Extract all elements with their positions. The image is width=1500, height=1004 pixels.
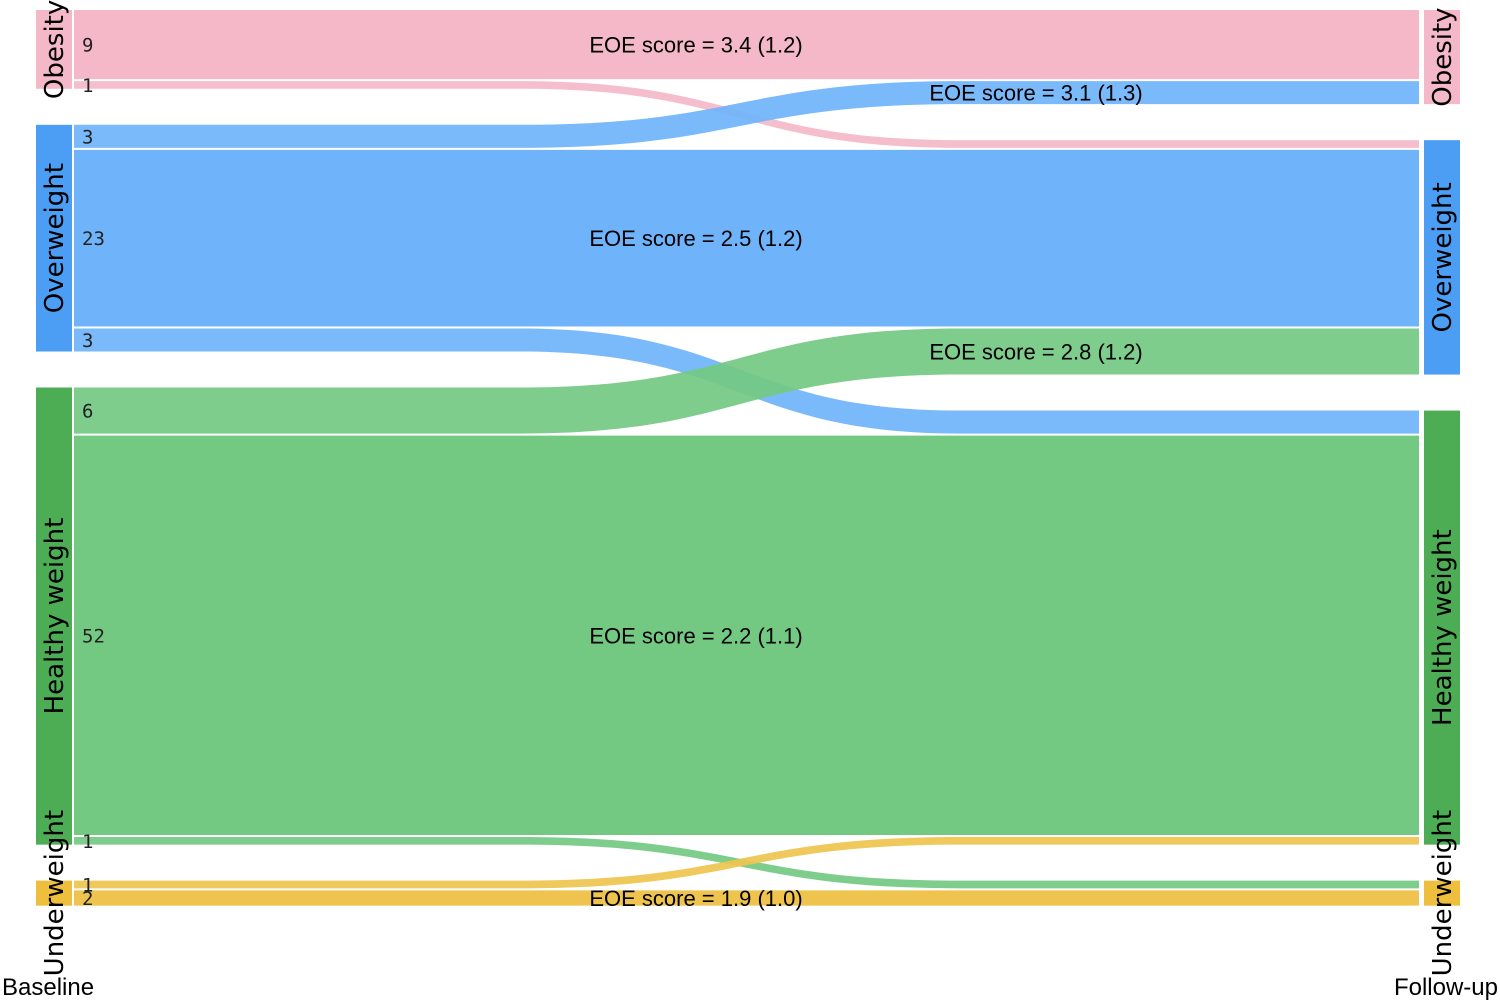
count-label-underweight-to-underweight: 2: [82, 888, 93, 910]
count-label-overweight-to-obesity: 3: [82, 126, 93, 148]
count-label-obesity-to-obesity: 9: [82, 35, 93, 57]
followup-node-label-overweight: Overweight: [1428, 182, 1458, 332]
followup-node-overweight: [1424, 140, 1460, 375]
followup-node-underweight: [1424, 880, 1460, 906]
baseline-node-label-healthy: Healthy weight: [40, 518, 70, 715]
count-label-healthy-to-overweight: 6: [82, 401, 93, 423]
flow-overweight-to-overweight: [74, 149, 1419, 327]
baseline-node-label-obesity: Obesity: [40, 0, 70, 99]
count-label-obesity-to-overweight: 1: [82, 75, 93, 97]
count-label-underweight-to-healthy: 1: [82, 874, 93, 896]
eoe-score-label-overweight-to-overweight: EOE score = 2.5 (1.2): [589, 226, 802, 251]
count-label-healthy-to-healthy: 52: [82, 625, 105, 647]
baseline-node-obesity: [36, 10, 72, 89]
baseline-node-underweight: [36, 880, 72, 906]
count-label-healthy-to-underweight: 1: [82, 831, 93, 853]
baseline-node-healthy: [36, 387, 72, 845]
followup-node-obesity: [1424, 10, 1460, 105]
baseline-node-label-overweight: Overweight: [40, 163, 70, 313]
eoe-score-label-underweight-to-underweight: EOE score = 1.9 (1.0): [589, 886, 802, 911]
eoe-score-label-healthy-to-healthy: EOE score = 2.2 (1.1): [589, 623, 802, 648]
flow-underweight-to-underweight: [74, 890, 1419, 906]
baseline-node-overweight: [36, 124, 72, 352]
eoe-score-label-overweight-to-obesity: EOE score = 3.1 (1.3): [929, 81, 1142, 106]
followup-node-label-obesity: Obesity: [1428, 7, 1458, 106]
count-label-overweight-to-overweight: 23: [82, 228, 105, 250]
followup-node-label-underweight: Underweight: [1428, 810, 1458, 976]
flow-healthy-to-healthy: [74, 435, 1419, 835]
flow-overweight-to-obesity: [74, 81, 1419, 148]
baseline-node-label-underweight: Underweight: [40, 810, 70, 976]
baseline-axis-label: Baseline: [2, 974, 94, 1001]
eoe-score-label-obesity-to-obesity: EOE score = 3.4 (1.2): [589, 33, 802, 58]
followup-axis-label: Follow-up: [1394, 974, 1498, 1001]
flow-obesity-to-obesity: [74, 10, 1419, 80]
followup-node-healthy: [1424, 410, 1460, 845]
flow-underweight-to-healthy: [74, 836, 1419, 889]
followup-node-label-healthy: Healthy weight: [1428, 529, 1458, 726]
flow-healthy-to-overweight: [74, 328, 1419, 434]
count-label-overweight-to-healthy: 3: [82, 330, 93, 352]
eoe-score-label-healthy-to-overweight: EOE score = 2.8 (1.2): [929, 340, 1142, 365]
